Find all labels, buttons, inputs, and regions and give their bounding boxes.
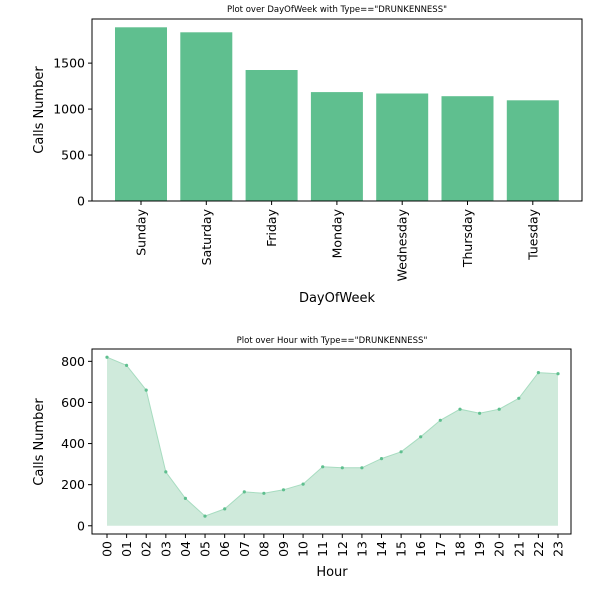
y-tick-label: 0 <box>77 518 85 533</box>
y-tick-label: 200 <box>61 477 85 492</box>
x-tick-label: 08 <box>256 541 271 557</box>
y-tick-label: 1500 <box>53 56 85 71</box>
area-chart-title: Plot over Hour with Type=="DRUNKENNESS" <box>237 336 428 346</box>
x-tick-label: 21 <box>511 541 526 557</box>
x-tick-label: 22 <box>531 541 546 557</box>
data-point <box>203 514 207 518</box>
y-tick-label: 1000 <box>53 102 85 117</box>
data-point <box>301 482 305 486</box>
x-tick-label: 09 <box>276 541 291 557</box>
data-point <box>536 371 541 375</box>
x-tick-label: 10 <box>296 541 311 557</box>
x-tick-label: Monday <box>329 208 344 258</box>
x-tick-label: 00 <box>100 541 115 557</box>
data-point <box>262 491 266 495</box>
data-point <box>517 396 521 400</box>
x-tick-label: 03 <box>158 541 173 557</box>
data-point <box>399 450 403 454</box>
data-point <box>458 407 462 411</box>
data-point <box>144 388 148 392</box>
area-chart-frame <box>91 348 572 535</box>
x-tick-label: 13 <box>354 541 369 557</box>
x-tick-label: Tuesday <box>525 208 540 260</box>
data-point <box>497 407 501 411</box>
data-point <box>340 466 344 470</box>
x-tick-label: 06 <box>217 541 232 557</box>
x-tick-label: Wednesday <box>395 208 410 281</box>
x-tick-label: 07 <box>237 541 252 557</box>
x-tick-label: Friday <box>264 208 279 246</box>
bar <box>180 32 233 201</box>
bar <box>441 96 494 201</box>
bar-chart-x-label: DayOfWeek <box>299 291 376 306</box>
data-point <box>478 411 482 415</box>
y-tick-label: 600 <box>61 395 85 410</box>
data-point <box>183 496 187 500</box>
data-point <box>419 435 423 439</box>
y-tick-label: 500 <box>61 148 85 163</box>
series-line <box>106 356 559 517</box>
bar <box>115 27 167 201</box>
x-tick-label: Saturday <box>199 208 214 265</box>
data-point <box>125 363 129 367</box>
bar <box>376 93 429 201</box>
x-tick-label: 05 <box>198 541 213 557</box>
data-point <box>360 466 364 470</box>
data-point <box>164 470 168 474</box>
data-point <box>281 488 286 492</box>
x-tick-label: 19 <box>472 541 487 557</box>
x-tick-label: 02 <box>139 541 154 557</box>
x-tick-label: 11 <box>315 541 330 557</box>
y-tick-label: 0 <box>77 194 85 209</box>
x-tick-label: 14 <box>374 541 389 557</box>
area-chart-plot-area: 00 01 02 03 04 05 06 07 08 09 10 11 12 13 14 15 16 17 18 19… <box>61 354 565 557</box>
data-point <box>223 507 227 511</box>
x-tick-label: 15 <box>394 541 409 557</box>
x-tick-label: Thursday <box>460 208 475 268</box>
area-chart-x-label: Hour <box>316 565 348 580</box>
area-chart-y-label: Calls Number <box>32 398 47 486</box>
bar-chart-title: Plot over DayOfWeek with Type=="DRUNKENN… <box>227 5 447 15</box>
x-tick-label: 16 <box>413 541 428 557</box>
x-tick-label: 18 <box>452 541 467 557</box>
x-tick-label: 04 <box>178 541 193 557</box>
bar-chart-plot-area: Sunday Saturday Friday Monday Wednesday Thurs… <box>53 27 559 281</box>
x-tick-label: 23 <box>551 541 566 557</box>
data-point <box>379 457 384 461</box>
data-point <box>242 490 246 494</box>
data-point <box>321 465 325 469</box>
y-tick-label: 400 <box>61 436 85 451</box>
x-tick-label: 20 <box>492 541 507 557</box>
area-fill <box>107 357 558 526</box>
bar-chart-frame <box>91 18 583 202</box>
bar <box>310 92 363 201</box>
bar <box>506 100 559 201</box>
x-tick-label: Sunday <box>134 208 149 255</box>
y-tick-label: 800 <box>61 354 85 369</box>
area-chart: Plot over Hour with Type=="DRUNKENNESS" … <box>32 336 572 580</box>
data-point <box>105 355 109 359</box>
bar <box>245 70 298 201</box>
x-tick-label: 01 <box>119 541 134 557</box>
bar-chart-y-label: Calls Number <box>32 66 47 154</box>
x-tick-label: 12 <box>335 541 350 557</box>
data-point <box>438 418 442 422</box>
x-tick-label: 17 <box>433 541 448 557</box>
bar-chart: Plot over DayOfWeek with Type=="DRUNKENN… <box>32 5 583 306</box>
data-point <box>556 372 560 376</box>
